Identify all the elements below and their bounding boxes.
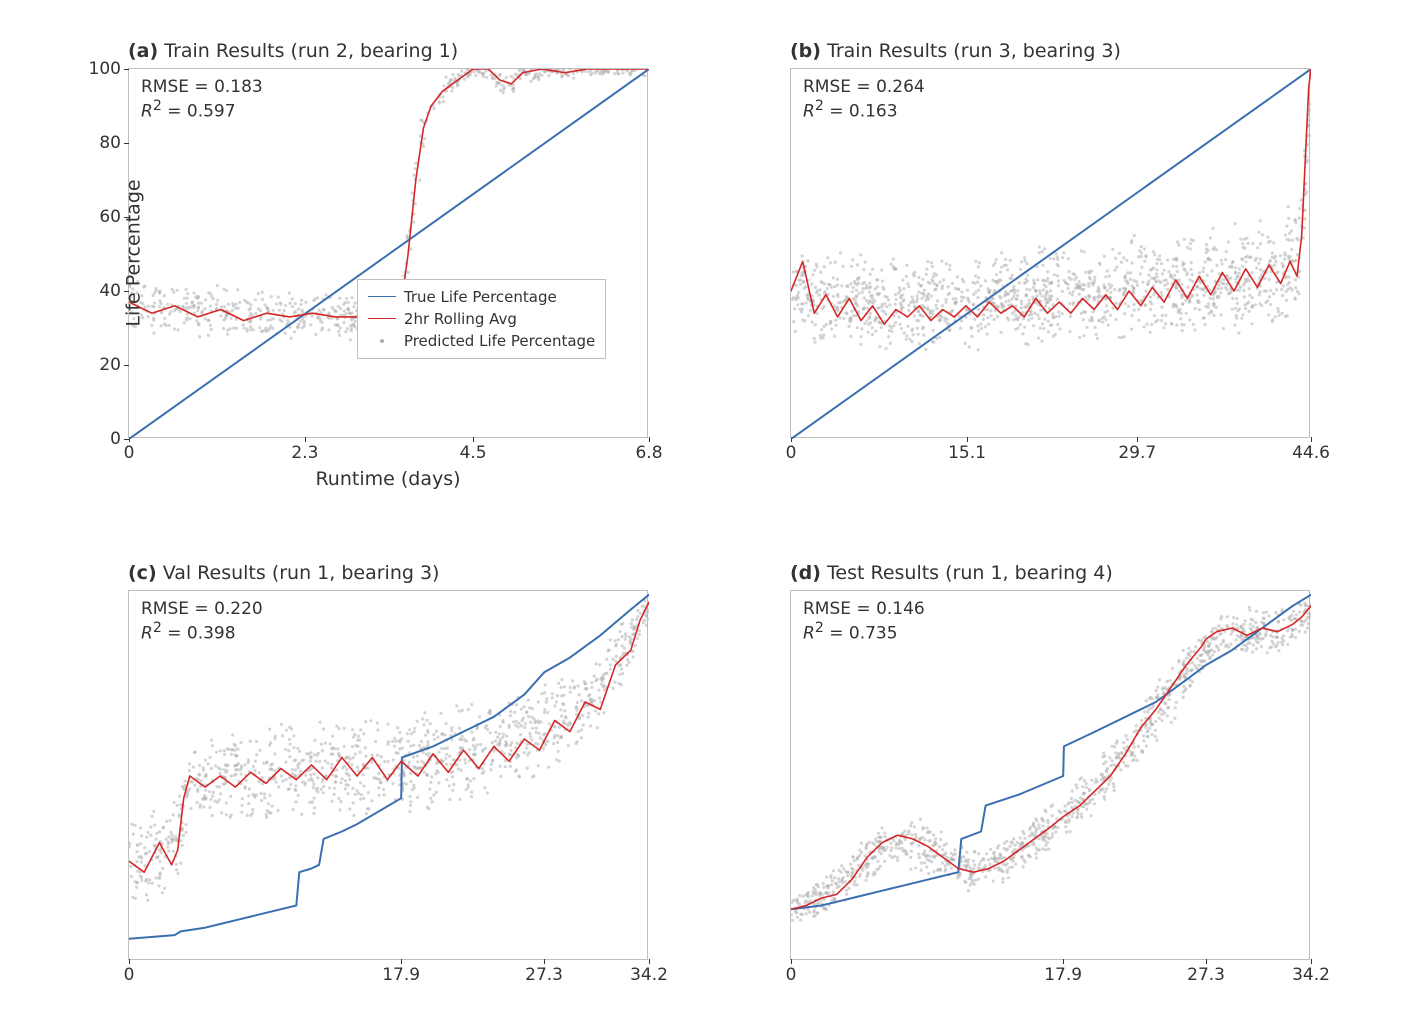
rmse-value: 0.220 — [214, 599, 263, 619]
scatter-predicted — [791, 103, 1311, 352]
plot-area: 02040608010002.34.56.8RMSE = 0.183R2 = 0… — [128, 68, 648, 438]
panel-a: (a) Train Results (run 2, bearing 1)0204… — [128, 68, 648, 438]
r2-value: 0.597 — [187, 102, 236, 122]
panel-tag: (b) — [790, 40, 821, 62]
panel-title-text: Val Results (run 1, bearing 3) — [163, 562, 440, 584]
legend-label: 2hr Rolling Avg — [404, 310, 517, 328]
plot-svg — [129, 69, 649, 439]
r2-value: 0.735 — [849, 624, 898, 644]
panel-c: (c) Val Results (run 1, bearing 3)017.92… — [128, 590, 648, 960]
xlabel: Runtime (days) — [315, 468, 460, 490]
r2-value: 0.163 — [849, 102, 898, 122]
rmse-value: 0.183 — [214, 77, 263, 97]
panel-title: (d) Test Results (run 1, bearing 4) — [790, 562, 1113, 584]
panel-tag: (c) — [128, 562, 157, 584]
panel-title: (b) Train Results (run 3, bearing 3) — [790, 40, 1121, 62]
legend-item: 2hr Rolling Avg — [368, 308, 595, 330]
panel-tag: (a) — [128, 40, 158, 62]
plot-svg — [129, 591, 649, 961]
metrics-text: RMSE = 0.146R2 = 0.735 — [803, 599, 925, 645]
metrics-text: RMSE = 0.183R2 = 0.597 — [141, 77, 263, 123]
ytick: 100 — [89, 59, 129, 79]
plot-svg — [791, 69, 1311, 439]
legend: True Life Percentage 2hr Rolling Avg Predi… — [357, 279, 606, 359]
panel-title-text: Test Results (run 1, bearing 4) — [827, 562, 1113, 584]
plot-svg — [791, 591, 1311, 961]
panel-title: (a) Train Results (run 2, bearing 1) — [128, 40, 458, 62]
panel-b: (b) Train Results (run 3, bearing 3)015.… — [790, 68, 1310, 438]
legend-item: True Life Percentage — [368, 286, 595, 308]
panel-title-text: Train Results (run 3, bearing 3) — [827, 40, 1121, 62]
panel-title-text: Train Results (run 2, bearing 1) — [164, 40, 458, 62]
rmse-value: 0.264 — [876, 77, 925, 97]
r2-value: 0.398 — [187, 624, 236, 644]
plot-area: 017.927.334.2RMSE = 0.146R2 = 0.735 — [790, 590, 1310, 960]
legend-label: Predicted Life Percentage — [404, 332, 595, 350]
line-true — [129, 595, 649, 939]
metrics-text: RMSE = 0.220R2 = 0.398 — [141, 599, 263, 645]
ylabel: Life Percentage — [123, 179, 145, 326]
plot-area: 015.129.744.6RMSE = 0.264R2 = 0.163 — [790, 68, 1310, 438]
legend-swatch-line — [368, 318, 396, 319]
line-true — [791, 69, 1311, 439]
panel-d: (d) Test Results (run 1, bearing 4)017.9… — [790, 590, 1310, 960]
metrics-text: RMSE = 0.264R2 = 0.163 — [803, 77, 925, 123]
panel-title: (c) Val Results (run 1, bearing 3) — [128, 562, 439, 584]
line-true — [129, 69, 649, 439]
legend-swatch-dot — [368, 339, 396, 343]
legend-item: Predicted Life Percentage — [368, 330, 595, 352]
plot-area: 017.927.334.2RMSE = 0.220R2 = 0.398 — [128, 590, 648, 960]
rmse-value: 0.146 — [876, 599, 925, 619]
legend-swatch-line — [368, 296, 396, 297]
legend-label: True Life Percentage — [404, 288, 557, 306]
panel-tag: (d) — [790, 562, 821, 584]
